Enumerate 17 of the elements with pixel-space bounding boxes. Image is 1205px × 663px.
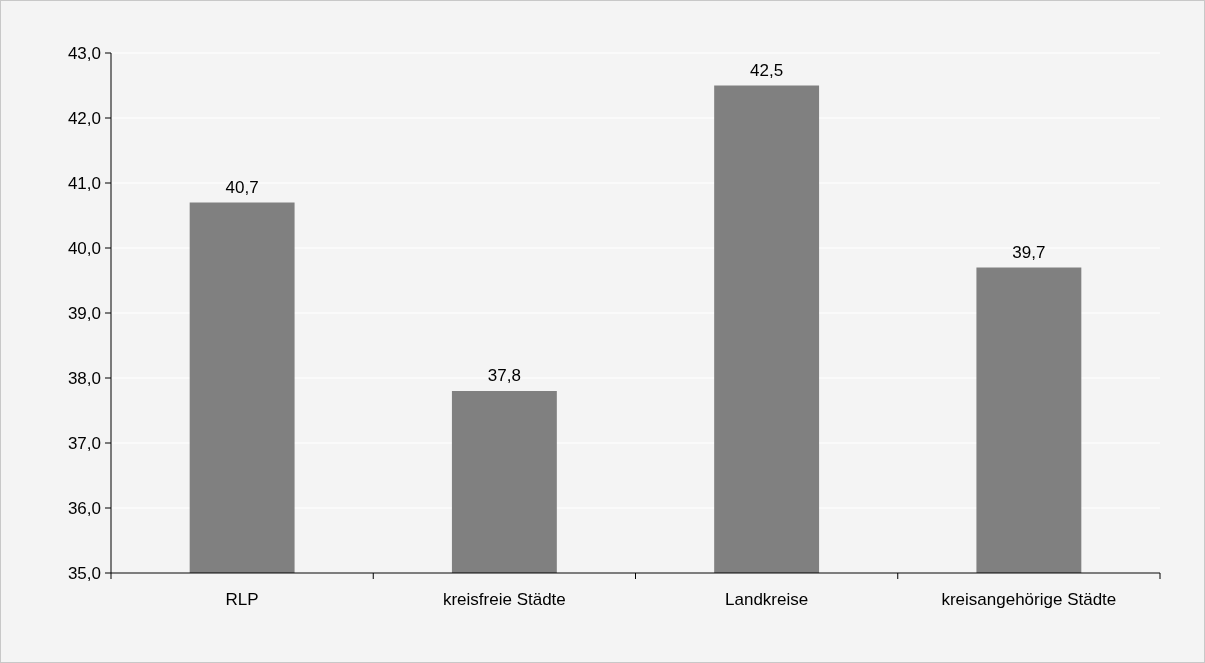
- data-label: 39,7: [1012, 242, 1046, 262]
- y-tick-label: 41,0: [67, 173, 101, 193]
- y-tick-label: 40,0: [67, 238, 101, 258]
- y-tick-label: 42,0: [67, 108, 101, 128]
- data-label: 37,8: [487, 366, 521, 385]
- data-label: 40,7: [225, 177, 259, 197]
- x-tick-label: Landkreise: [725, 590, 809, 609]
- y-tick-label: 37,0: [67, 433, 101, 453]
- data-label: 42,5: [750, 60, 784, 80]
- y-tick-label: 36,0: [67, 498, 101, 518]
- x-tick-label: kreisfreie Städte: [442, 590, 566, 609]
- x-tick-label: RLP: [225, 590, 259, 609]
- y-tick-label: 38,0: [67, 368, 101, 388]
- y-tick-label: 35,0: [67, 563, 101, 583]
- x-tick-label: kreisangehörige Städte: [941, 590, 1117, 609]
- y-tick-label: 43,0: [67, 43, 101, 63]
- y-tick-label: 39,0: [67, 303, 101, 323]
